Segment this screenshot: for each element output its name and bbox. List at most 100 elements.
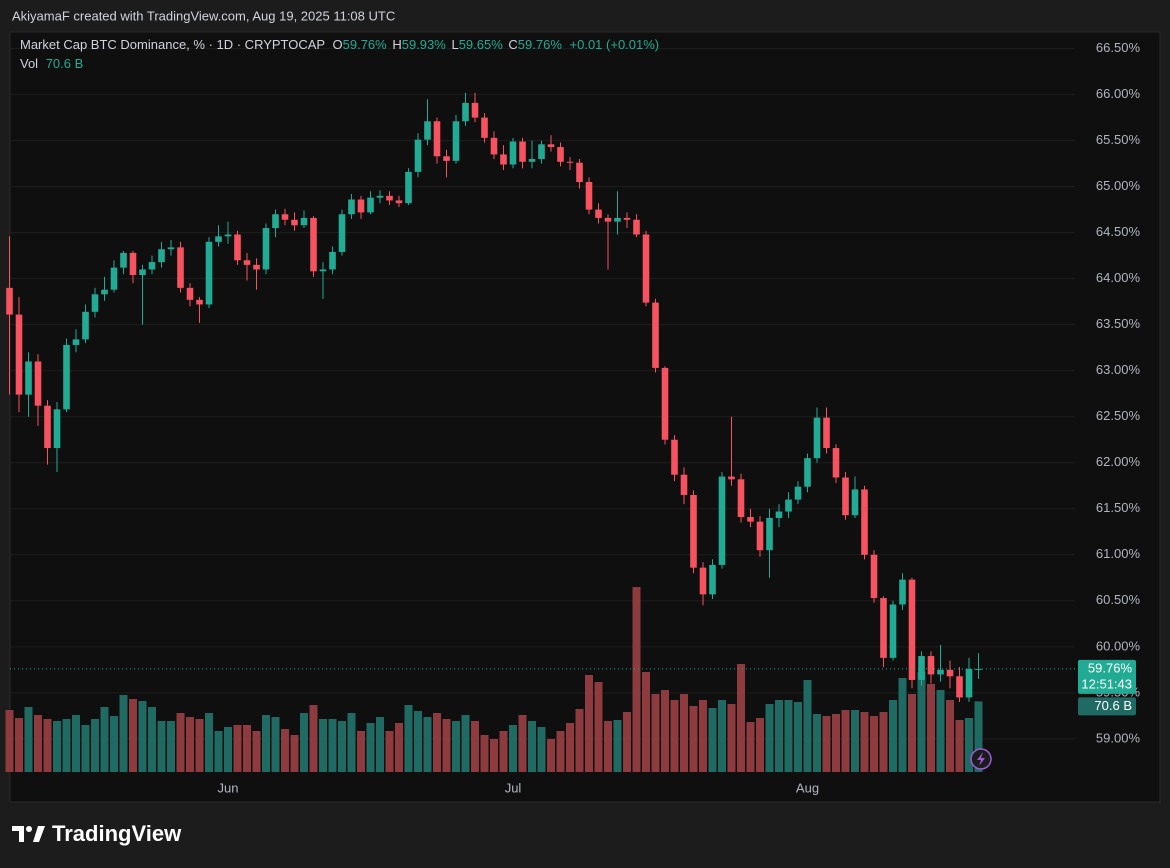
y-tick-label: 63.00% — [1096, 362, 1141, 377]
legend-change: +0.01 (+0.01%) — [570, 37, 660, 52]
candle-body — [519, 141, 526, 162]
candle-body — [367, 197, 374, 213]
candle-body — [652, 302, 659, 368]
candle-body — [471, 102, 479, 118]
candle-body — [737, 479, 745, 518]
candle-body — [889, 604, 897, 658]
volume-bar — [889, 700, 897, 772]
candle-body — [234, 234, 241, 261]
candle-body — [148, 262, 156, 270]
volume-bar — [138, 701, 147, 772]
y-tick-label: 61.00% — [1096, 546, 1141, 561]
volume-bar — [594, 682, 603, 772]
volume-bar — [898, 678, 907, 772]
volume-bar — [224, 727, 232, 772]
volume-bar — [917, 672, 926, 772]
candle-body — [310, 217, 317, 272]
legend-c-label: C — [508, 37, 517, 52]
volume-bar — [347, 713, 356, 772]
volume-bar — [5, 710, 14, 772]
volume-bar — [585, 675, 593, 772]
candle-body — [709, 564, 716, 595]
icon-bolt — [977, 752, 985, 766]
volume-bar — [395, 723, 403, 772]
candle-body — [405, 171, 412, 204]
candle-body — [623, 217, 631, 220]
volume-bar — [946, 700, 954, 772]
volume-bar — [661, 690, 669, 772]
candle-body — [785, 499, 792, 512]
countdown: 12:51:43 — [1081, 676, 1132, 691]
volume-bar — [423, 717, 432, 772]
candle-body — [861, 489, 868, 555]
lightning-icon[interactable] — [970, 748, 992, 770]
volume-bar — [290, 735, 299, 772]
volume-bar — [338, 721, 346, 772]
volume-bar — [300, 713, 308, 772]
volume-bar — [309, 705, 318, 772]
y-tick-label: 61.50% — [1096, 500, 1141, 515]
volume-bar — [376, 717, 384, 772]
volume-bar — [699, 700, 707, 772]
volume-bar — [860, 712, 869, 772]
volume-bar — [110, 716, 118, 772]
volume-bar — [775, 700, 783, 772]
candle-body — [158, 249, 165, 263]
volume-bar — [547, 739, 555, 772]
volume-bar — [62, 719, 71, 772]
candle-body — [319, 269, 327, 272]
candle-body — [272, 214, 279, 229]
candle-body — [604, 217, 612, 222]
candle-body — [82, 311, 89, 340]
volume-bar — [556, 731, 565, 772]
candle-body — [728, 476, 735, 480]
candle-body — [832, 448, 840, 478]
volume-bar — [680, 694, 688, 772]
volume-bar — [91, 719, 99, 772]
candle-body — [196, 299, 203, 305]
volume-bar — [784, 700, 793, 772]
candle-body — [139, 269, 146, 275]
candle-body — [614, 217, 621, 222]
candle-body — [566, 161, 574, 163]
candle-body — [243, 260, 251, 265]
volume-bar — [955, 720, 964, 772]
attribution: AkiyamaF created with TradingView.com, A… — [12, 8, 395, 23]
candle-body — [186, 287, 194, 300]
candle-body — [357, 199, 365, 213]
candle-body — [53, 409, 61, 449]
volume-bar — [927, 684, 935, 772]
y-tick-label: 62.50% — [1096, 408, 1141, 423]
brand-logo: TradingView — [12, 821, 182, 846]
volume-bar — [195, 719, 204, 772]
y-tick-label: 65.00% — [1096, 178, 1141, 193]
candle-body — [937, 669, 944, 675]
candle-body — [595, 209, 602, 218]
volume-bar — [366, 723, 375, 772]
volume-bar — [499, 731, 508, 772]
legend-c: 59.76% — [518, 37, 563, 52]
candle-body — [965, 668, 973, 698]
candle-body — [424, 121, 431, 140]
candle-body — [414, 139, 422, 172]
candle-body — [44, 405, 51, 449]
candle-body — [490, 137, 498, 155]
volume-bar — [129, 699, 137, 772]
volume-bar — [319, 719, 327, 772]
candle-body — [946, 669, 954, 677]
candle-body — [110, 267, 118, 290]
volume-bar — [100, 707, 109, 772]
volume-tag — [1078, 697, 1136, 716]
volume-bar — [119, 695, 128, 772]
candle-body — [509, 141, 517, 165]
y-tick-label: 59.00% — [1096, 730, 1141, 745]
candle-body — [927, 656, 935, 675]
volume-bar — [148, 707, 156, 772]
volume-bar — [233, 725, 242, 772]
volume-bar — [575, 709, 584, 772]
volume-bar — [908, 694, 916, 772]
candle-body — [699, 567, 707, 595]
candle-body — [500, 154, 507, 165]
volume-bar — [176, 713, 185, 772]
